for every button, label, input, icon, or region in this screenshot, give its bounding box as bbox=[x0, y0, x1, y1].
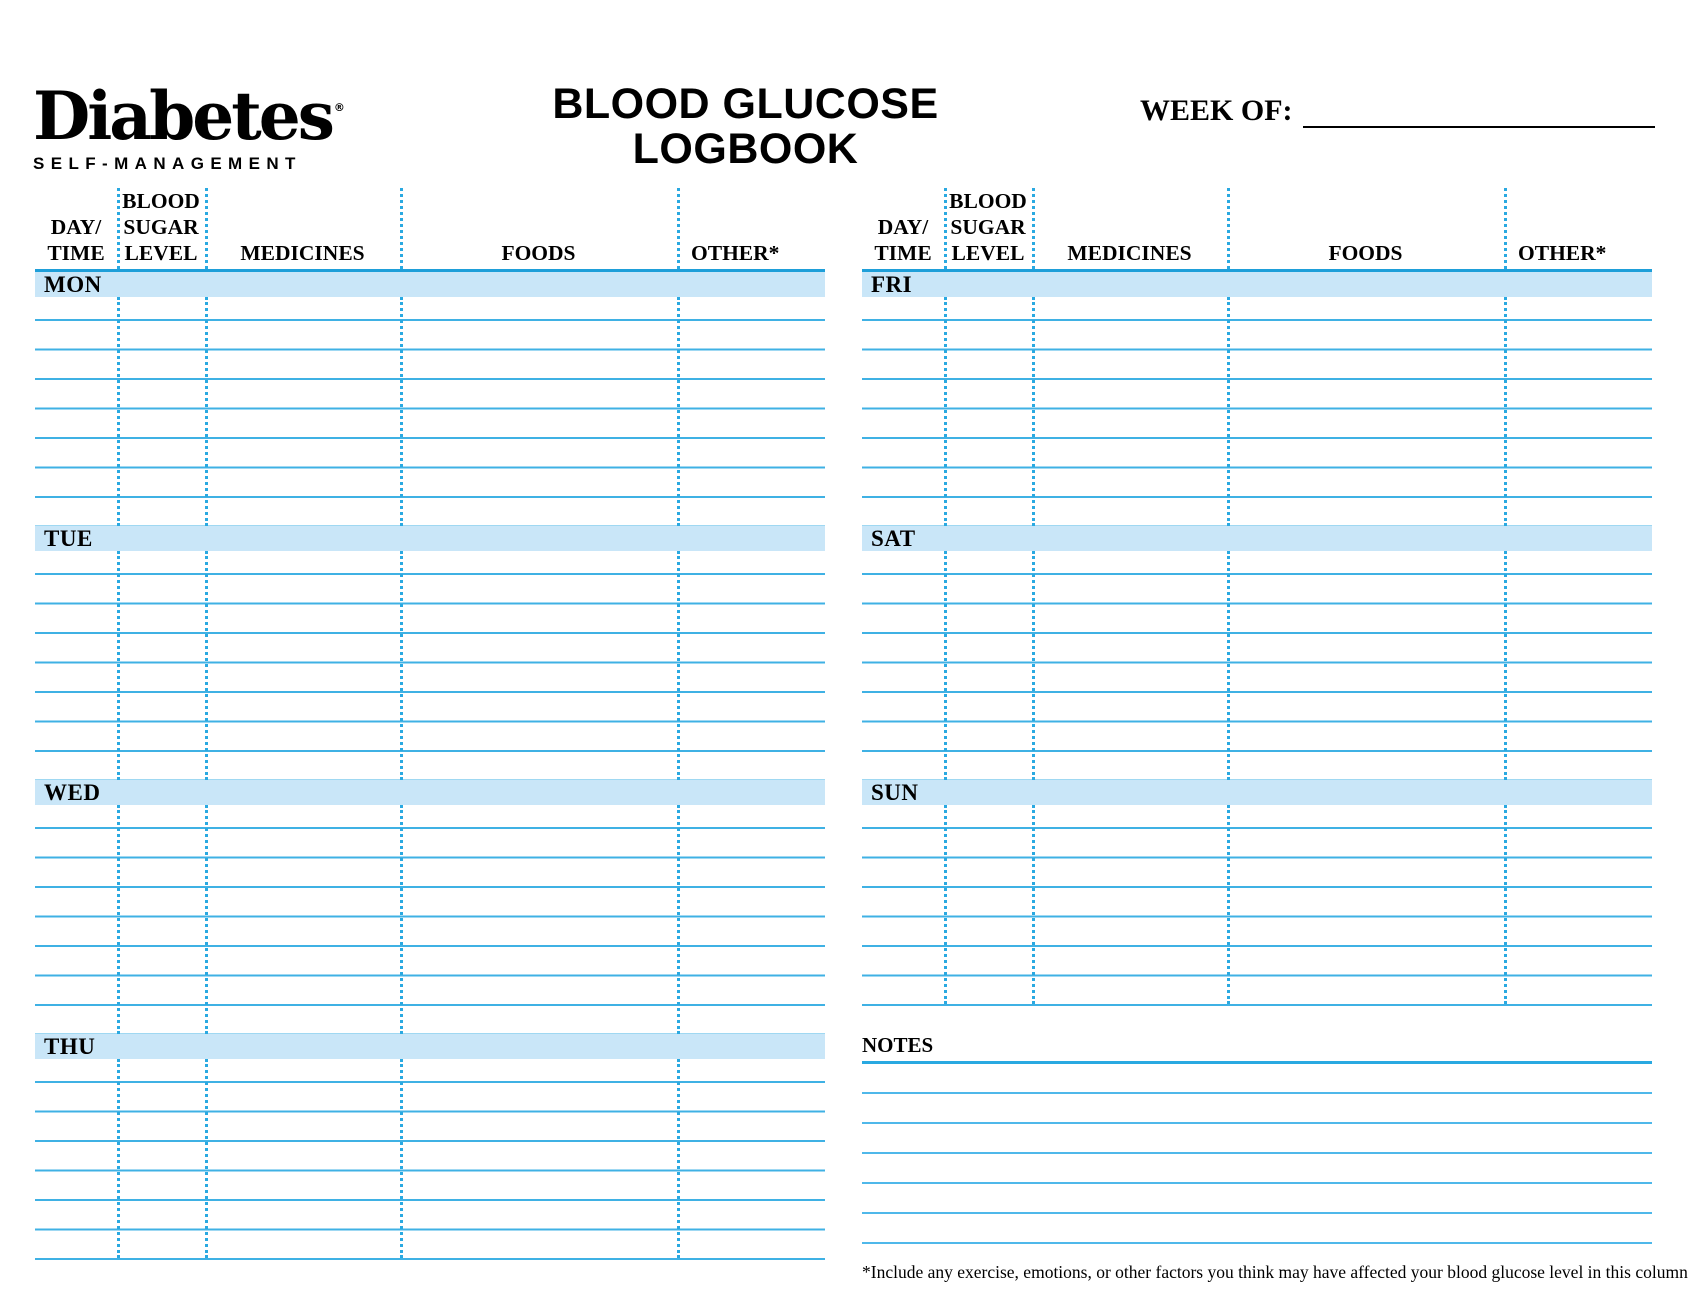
column-header-blood-sugar-level: BLOOD SUGAR LEVEL bbox=[949, 189, 1027, 265]
day-rows-mon[interactable] bbox=[35, 297, 825, 526]
day-rows-tue[interactable] bbox=[35, 551, 825, 780]
day-label-sat: SAT bbox=[871, 525, 916, 551]
column-separator bbox=[400, 188, 403, 269]
column-separator bbox=[400, 805, 403, 1034]
column-separator bbox=[1032, 297, 1035, 526]
day-band-wed: WED bbox=[35, 780, 825, 805]
log-table-left: DAY/ TIME BLOOD SUGAR LEVEL MEDICINES FO… bbox=[35, 188, 825, 1260]
notes-writing-lines[interactable] bbox=[862, 1064, 1652, 1250]
page-title: BLOOD GLUCOSE LOGBOOK bbox=[468, 82, 1023, 172]
day-band-sat: SAT bbox=[862, 526, 1652, 551]
column-separator bbox=[1504, 805, 1507, 1004]
day-band-tue: TUE bbox=[35, 526, 825, 551]
day-label-sun: SUN bbox=[871, 779, 919, 805]
column-separator bbox=[944, 551, 947, 780]
column-separator bbox=[205, 1059, 208, 1258]
week-of-label: WEEK OF: bbox=[1140, 94, 1293, 127]
column-header-foods: FOODS bbox=[1328, 241, 1403, 265]
page-title-line-2: LOGBOOK bbox=[632, 125, 859, 173]
column-separator bbox=[117, 805, 120, 1034]
log-table-right: DAY/ TIME BLOOD SUGAR LEVEL MEDICINES FO… bbox=[862, 188, 1652, 1006]
notes-heading: NOTES bbox=[862, 1032, 1652, 1064]
week-of-blank-line[interactable] bbox=[1302, 96, 1655, 128]
column-header-day-time: DAY/ TIME bbox=[47, 215, 105, 265]
table-header-right: DAY/ TIME BLOOD SUGAR LEVEL MEDICINES FO… bbox=[862, 188, 1652, 269]
day-label-fri: FRI bbox=[871, 271, 913, 297]
column-separator bbox=[677, 297, 680, 526]
column-separator bbox=[677, 1059, 680, 1258]
column-separator bbox=[677, 805, 680, 1034]
footnote-text: *Include any exercise, emotions, or othe… bbox=[862, 1262, 1688, 1282]
column-separator bbox=[117, 1059, 120, 1258]
day-band-sun: SUN bbox=[862, 780, 1652, 805]
day-label-mon: MON bbox=[44, 271, 102, 297]
day-rows-wed[interactable] bbox=[35, 805, 825, 1034]
registered-mark-icon: ® bbox=[333, 101, 345, 114]
column-separator bbox=[677, 188, 680, 269]
column-separator bbox=[205, 188, 208, 269]
logo-brand-text: Diabetes bbox=[33, 77, 335, 155]
day-band-mon: MON bbox=[35, 269, 825, 297]
table-header-left: DAY/ TIME BLOOD SUGAR LEVEL MEDICINES FO… bbox=[35, 188, 825, 269]
column-separator bbox=[1227, 805, 1230, 1004]
day-label-thu: THU bbox=[44, 1033, 96, 1059]
day-rows-sun[interactable] bbox=[862, 805, 1652, 1006]
column-separator bbox=[1504, 188, 1507, 269]
column-separator bbox=[944, 297, 947, 526]
page-title-line-1: BLOOD GLUCOSE bbox=[552, 80, 939, 128]
column-header-medicines: MEDICINES bbox=[1067, 241, 1192, 265]
column-separator bbox=[1227, 188, 1230, 269]
column-separator bbox=[1504, 297, 1507, 526]
column-header-other: OTHER* bbox=[691, 241, 780, 265]
day-rows-fri[interactable] bbox=[862, 297, 1652, 526]
column-separator bbox=[117, 188, 120, 269]
column-separator bbox=[205, 805, 208, 1034]
day-rows-thu[interactable] bbox=[35, 1059, 825, 1260]
column-separator bbox=[400, 551, 403, 780]
column-header-blood-sugar-level: BLOOD SUGAR LEVEL bbox=[122, 189, 200, 265]
column-separator bbox=[1227, 551, 1230, 780]
column-separator bbox=[205, 551, 208, 780]
column-header-foods: FOODS bbox=[501, 241, 576, 265]
logo: Diabetes ® SELF-MANAGEMENT bbox=[33, 72, 345, 174]
notes-section: NOTES *Include any exercise, emotions, o… bbox=[862, 1032, 1688, 1283]
column-separator bbox=[205, 297, 208, 526]
day-label-tue: TUE bbox=[44, 525, 93, 551]
logo-brand: Diabetes ® bbox=[33, 72, 345, 155]
logo-tagline: SELF-MANAGEMENT bbox=[33, 154, 302, 173]
column-header-other: OTHER* bbox=[1518, 241, 1607, 265]
week-of: WEEK OF: bbox=[1140, 94, 1655, 128]
column-separator bbox=[117, 297, 120, 526]
column-header-day-time: DAY/ TIME bbox=[874, 215, 932, 265]
day-band-fri: FRI bbox=[862, 269, 1652, 297]
column-separator bbox=[400, 297, 403, 526]
day-rows-sat[interactable] bbox=[862, 551, 1652, 780]
column-separator bbox=[944, 188, 947, 269]
day-label-wed: WED bbox=[44, 779, 101, 805]
column-separator bbox=[944, 805, 947, 1004]
column-separator bbox=[1032, 188, 1035, 269]
column-separator bbox=[400, 1059, 403, 1258]
column-separator bbox=[1032, 805, 1035, 1004]
column-header-medicines: MEDICINES bbox=[240, 241, 365, 265]
column-separator bbox=[1227, 297, 1230, 526]
column-separator bbox=[677, 551, 680, 780]
column-separator bbox=[1032, 551, 1035, 780]
day-band-thu: THU bbox=[35, 1034, 825, 1059]
column-separator bbox=[117, 551, 120, 780]
column-separator bbox=[1504, 551, 1507, 780]
